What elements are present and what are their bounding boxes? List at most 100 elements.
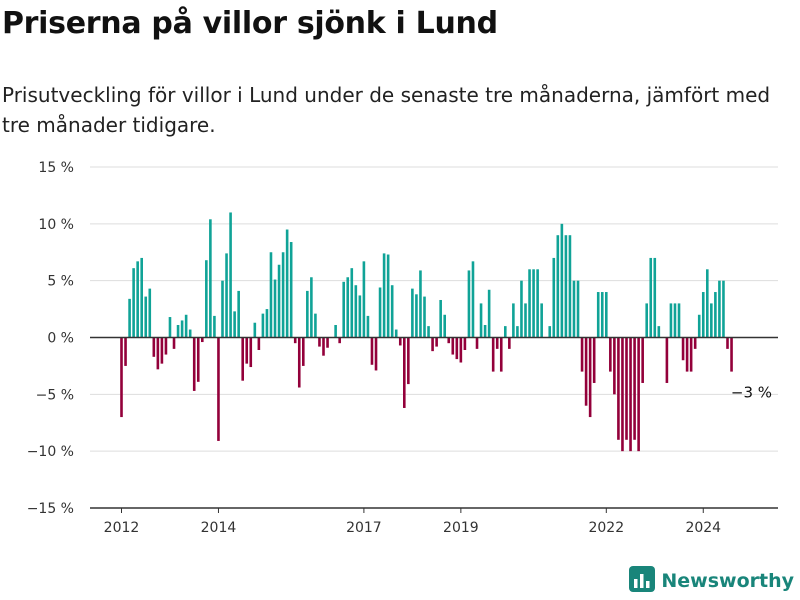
bar (249, 337, 253, 368)
bar (188, 329, 192, 338)
bar (415, 294, 418, 338)
bar (378, 287, 382, 338)
bar (253, 322, 257, 338)
bar (172, 337, 176, 349)
bar (706, 269, 709, 338)
bar (459, 337, 463, 363)
bar (192, 337, 196, 391)
bar (714, 292, 717, 338)
bar (261, 313, 265, 338)
bar (390, 285, 394, 338)
bar (596, 292, 600, 338)
bar (685, 337, 689, 372)
bar (621, 337, 624, 452)
x-tick-label: 2012 (104, 520, 140, 536)
bar (710, 303, 713, 338)
bar (342, 281, 345, 338)
bar (633, 337, 636, 440)
bar (641, 337, 644, 383)
bar (653, 257, 657, 338)
bar (297, 337, 301, 388)
bar (398, 337, 402, 346)
bar (588, 337, 592, 418)
bar (681, 337, 685, 361)
bar (144, 296, 148, 338)
bar (613, 337, 616, 395)
last-value-annotation: −3 % (731, 384, 772, 402)
bar (407, 337, 410, 385)
bar (512, 303, 515, 338)
newsworthy-logo[interactable]: Newsworthy (629, 566, 794, 596)
bar (536, 269, 539, 338)
bar (540, 303, 543, 338)
bar (471, 261, 475, 338)
bar (289, 242, 293, 338)
bar (358, 295, 362, 338)
bar (201, 337, 204, 343)
bar (625, 337, 628, 440)
bar (629, 337, 632, 452)
bar (491, 337, 495, 372)
bar (455, 337, 459, 360)
bar (532, 269, 535, 338)
bar (382, 253, 386, 338)
bar (322, 337, 325, 356)
bar (637, 337, 640, 452)
bar (374, 337, 378, 371)
bar (217, 337, 220, 441)
bar (487, 289, 491, 338)
bar (370, 337, 374, 365)
bars (120, 212, 733, 452)
bar (726, 337, 729, 349)
bar (528, 269, 531, 338)
bar (673, 303, 677, 338)
bar (281, 252, 285, 338)
bar (285, 229, 289, 338)
bar (516, 326, 519, 338)
bar (354, 285, 358, 338)
bar (524, 303, 527, 338)
bar (225, 253, 228, 338)
y-axis-labels: 15 % 10 % 5 % 0 % −5 % −10 % −15 % (27, 160, 74, 517)
bar (176, 325, 180, 338)
bar (362, 261, 366, 338)
bar (273, 279, 277, 338)
bar (403, 337, 406, 408)
y-tick-label: 15 % (38, 160, 74, 176)
x-tick-label: 2014 (201, 520, 237, 536)
bar (213, 315, 216, 338)
chart-title: Priserna på villor sjönk i Lund (2, 6, 498, 41)
bar (140, 257, 143, 338)
bar (556, 235, 560, 338)
bar (499, 337, 503, 372)
gridlines (90, 166, 778, 452)
bar (277, 264, 281, 338)
bar (293, 337, 297, 344)
bar (156, 337, 160, 370)
bar (617, 337, 620, 440)
y-tick-label: 5 % (47, 274, 74, 290)
y-tick-label: 10 % (38, 217, 74, 233)
bar (233, 311, 236, 338)
bar (120, 337, 123, 418)
bar (479, 303, 483, 338)
bar (665, 337, 669, 383)
bar (649, 257, 653, 338)
bar (605, 292, 608, 338)
bar (467, 270, 471, 338)
bar (730, 337, 733, 372)
brand-name: Newsworthy (661, 570, 794, 592)
bar (431, 337, 434, 352)
bar (269, 252, 273, 338)
bar (168, 317, 172, 338)
chart-subtitle: Prisutveckling för villor i Lund under d… (2, 83, 771, 137)
bar (504, 326, 507, 338)
bar (394, 329, 398, 338)
bar (435, 337, 438, 347)
bar (548, 326, 552, 338)
y-tick-label: 0 % (47, 331, 74, 347)
x-tick-label: 2017 (346, 520, 382, 536)
bar (645, 303, 648, 338)
bar (245, 337, 249, 364)
